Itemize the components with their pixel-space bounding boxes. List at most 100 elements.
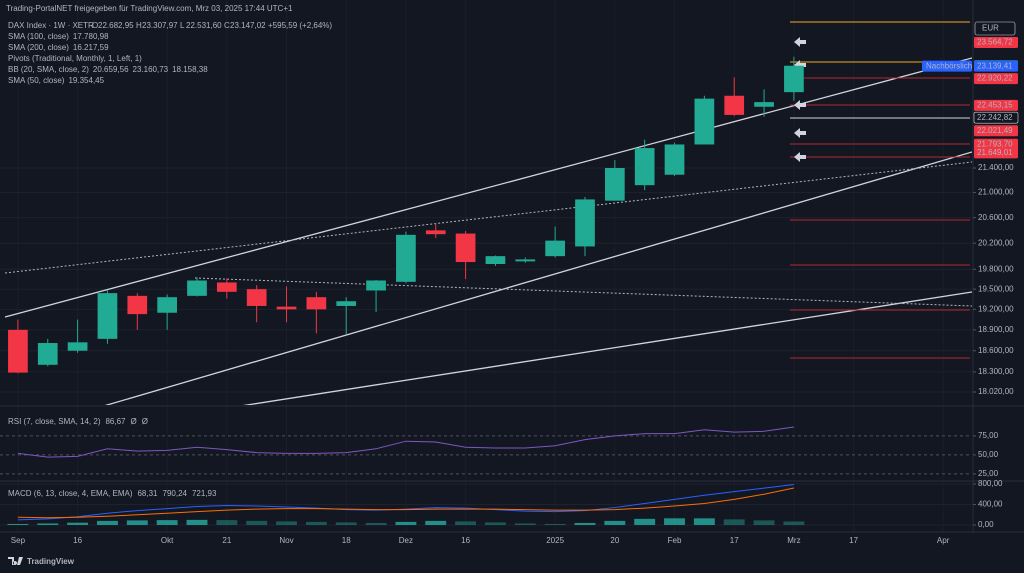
candle-body[interactable]: [664, 144, 685, 175]
y-tick-label: 50,00: [978, 450, 999, 459]
price-tag: Nachbörslich: [926, 61, 972, 70]
indicator-value: 790,24: [163, 489, 188, 498]
candle-body[interactable]: [127, 295, 148, 315]
candle-body[interactable]: [246, 289, 267, 306]
histogram-bar: [664, 518, 685, 525]
candle-body[interactable]: [67, 342, 88, 351]
indicator-name: Pivots (Traditional, Monthly, 1, Left, 1…: [8, 54, 142, 63]
arrow: [794, 128, 806, 138]
x-tick-label: 17: [849, 536, 858, 545]
indicator-value: 721,93: [192, 489, 217, 498]
brand: TradingView: [27, 557, 75, 566]
y-tick-label: 18.300,00: [978, 367, 1014, 376]
histogram-bar: [693, 518, 715, 525]
candle-body[interactable]: [724, 95, 745, 115]
histogram-bar: [455, 521, 477, 525]
indicator-line: [17, 484, 794, 521]
price-label-box: [973, 111, 1019, 124]
candle-body[interactable]: [604, 167, 625, 201]
x-tick-label: Nov: [279, 536, 293, 545]
histogram-bar: [544, 523, 566, 525]
candle-body[interactable]: [336, 301, 357, 306]
histogram-bar: [753, 520, 775, 525]
ohlc-key: L: [180, 21, 185, 30]
y-tick-label: 0,00: [978, 520, 994, 529]
histogram-bar: [723, 519, 745, 525]
candle-body[interactable]: [396, 234, 416, 282]
labels-layer: Sep 16 Okt 21 Nov 18 Dez 16 2025 20 Feb 17 Mrz 17 Apr 2…: [8, 36, 1019, 545]
price-label-box: [974, 36, 1018, 48]
candle-body[interactable]: [187, 280, 207, 296]
channel-line: [4, 57, 972, 318]
candle-body[interactable]: [425, 230, 446, 235]
y-tick-label: 800,00: [978, 479, 1003, 488]
pivot-levels: [790, 21, 970, 359]
price-label: 22.453,15: [977, 101, 1013, 110]
arrow: [794, 37, 806, 47]
candle-body[interactable]: [575, 199, 595, 247]
indicator-name: SMA (200, close): [8, 43, 69, 52]
price-tag-box: [922, 60, 972, 72]
indicator-name: SMA (50, close): [8, 76, 65, 85]
indicator-title: MACD (6, 13, close, 4, EMA, EMA): [8, 489, 133, 498]
price-label: 23.564,72: [977, 38, 1013, 47]
candle-body[interactable]: [366, 280, 386, 291]
histogram-bar: [7, 523, 29, 525]
histogram-bar: [514, 523, 536, 525]
indicator-name: BB (20, SMA, close, 2): [8, 65, 89, 74]
x-tick-label: 17: [730, 536, 739, 545]
x-tick-label: Mrz: [787, 536, 800, 545]
histogram-bar: [246, 520, 268, 525]
candle-body[interactable]: [784, 65, 804, 93]
candle-body[interactable]: [545, 240, 565, 257]
grid-layer: [0, 167, 972, 526]
price-label: 21.649,01: [977, 148, 1013, 157]
channel-line: [104, 151, 972, 405]
currency-box[interactable]: [974, 21, 1016, 36]
y-tick-label: 20.200,00: [978, 238, 1014, 247]
histogram-bar: [305, 521, 327, 525]
candle-body[interactable]: [97, 293, 118, 339]
histogram-bar: [216, 520, 238, 525]
brand-logo: [8, 557, 23, 565]
candle-body[interactable]: [8, 329, 28, 373]
indicator-value: 19.354,45: [68, 76, 104, 85]
indicator-line: [17, 426, 794, 458]
x-tick-label: 2025: [546, 536, 564, 545]
histogram-bar: [395, 521, 417, 525]
candle-body[interactable]: [276, 306, 297, 310]
indicator-value: 86,67: [105, 417, 126, 426]
candle-body[interactable]: [754, 102, 774, 107]
y-tick-label: 75,00: [978, 431, 999, 440]
change: +595,59 (+2,64%): [268, 21, 332, 30]
y-tick-label: 19.800,00: [978, 264, 1014, 273]
candle-body[interactable]: [455, 233, 476, 263]
x-tick-label: 16: [461, 536, 470, 545]
price-label: 23.139,41: [977, 61, 1013, 70]
ohlc-value: 23.307,97: [142, 21, 178, 30]
indicator-value: Ø: [142, 417, 148, 426]
indicator-line: [17, 487, 795, 519]
x-tick-label: 21: [222, 536, 231, 545]
candle-body[interactable]: [694, 98, 715, 145]
symbol: DAX Index · 1W · XETR: [8, 21, 94, 30]
price-label: 22.920,22: [977, 74, 1013, 83]
ohlc-legend: O 22.682,95 H 23.307,97 L 22.531,60 C 23.147,02…: [92, 21, 332, 30]
histogram-bar: [156, 520, 178, 525]
histogram-bar: [97, 520, 118, 525]
candle-body[interactable]: [216, 282, 237, 292]
x-tick-label: Sep: [11, 536, 26, 545]
candle-body[interactable]: [306, 297, 327, 310]
histogram-bar: [634, 518, 656, 525]
candle-body[interactable]: [515, 259, 536, 262]
candle-body[interactable]: [157, 297, 177, 313]
candle-body[interactable]: [634, 148, 655, 186]
x-tick-label: 18: [342, 536, 351, 545]
x-tick-label: 20: [610, 536, 619, 545]
price-label-box: [974, 125, 1018, 137]
candle-body[interactable]: [485, 256, 506, 264]
candle-body[interactable]: [37, 343, 58, 365]
currency[interactable]: EUR: [982, 24, 999, 33]
